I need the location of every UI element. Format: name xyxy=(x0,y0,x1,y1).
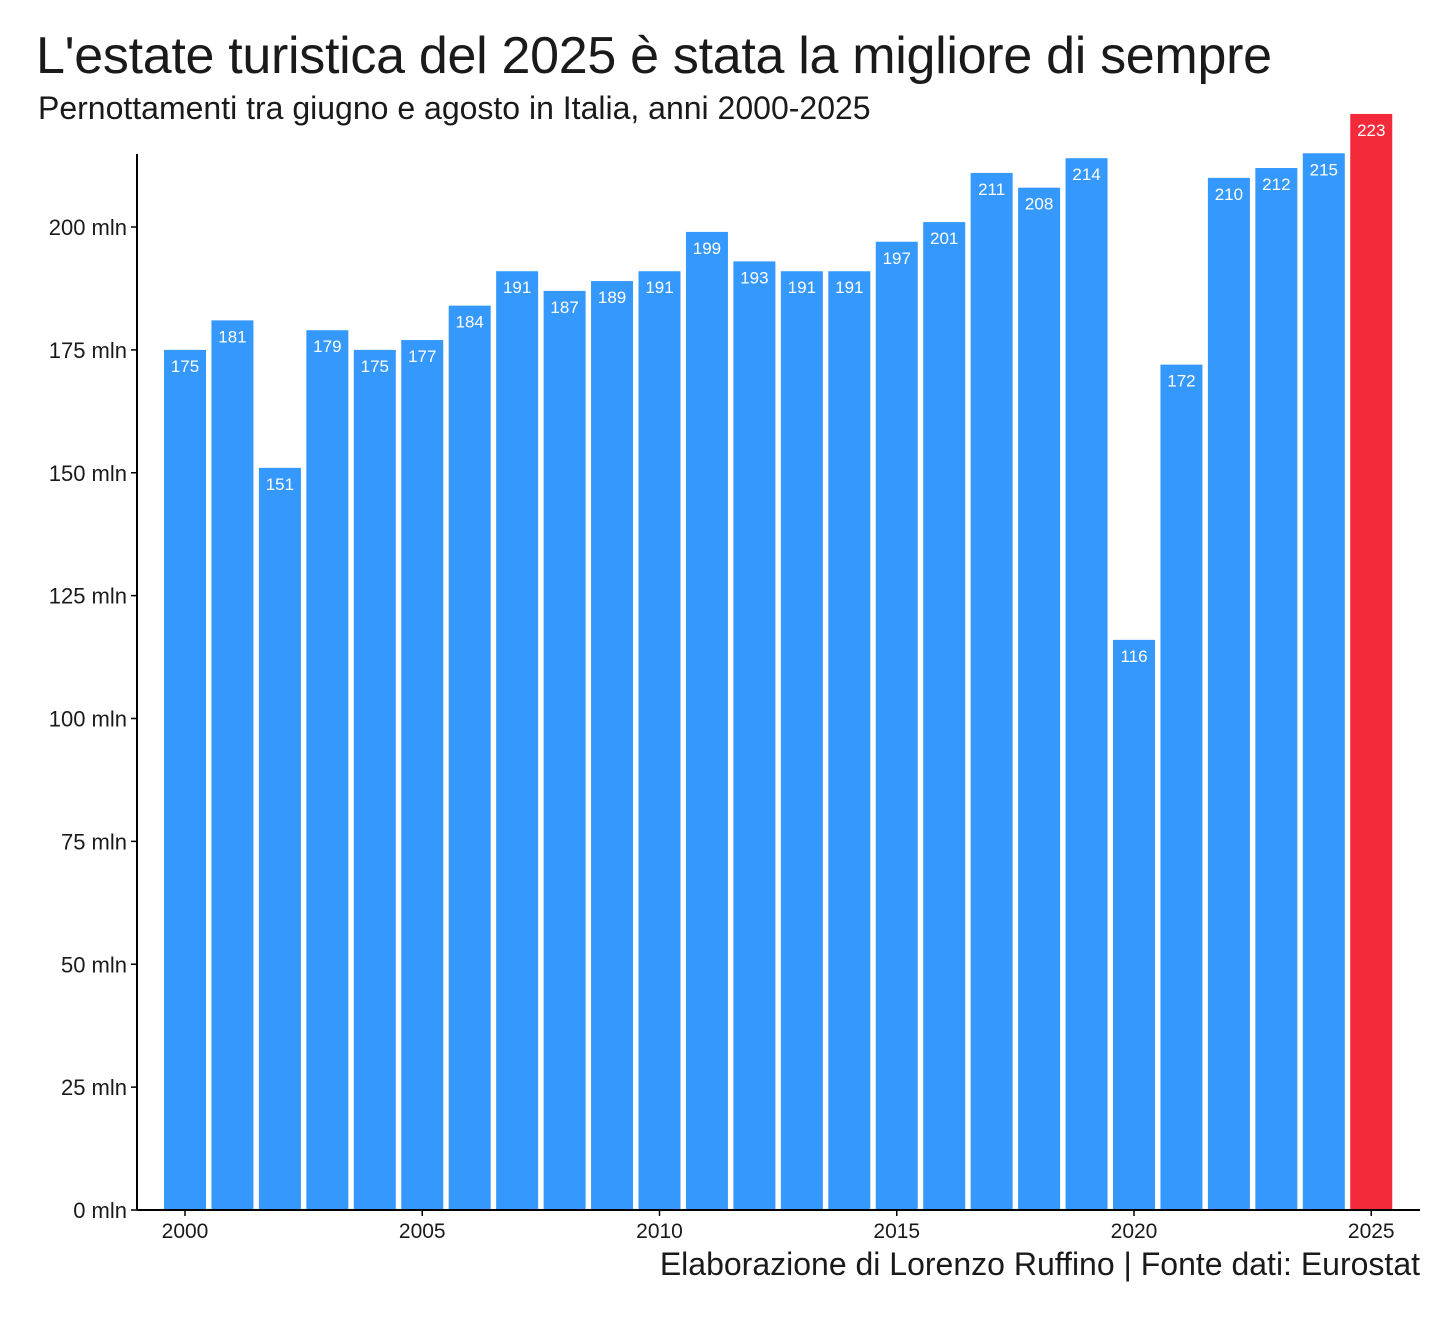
source-caption: Elaborazione di Lorenzo Ruffino | Fonte … xyxy=(659,1246,1420,1282)
bar-2015 xyxy=(875,241,918,1210)
bar-2012 xyxy=(733,261,776,1210)
value-label-2009: 189 xyxy=(598,288,626,307)
y-tick-label: 75 mln xyxy=(61,829,127,854)
bar-2000 xyxy=(164,349,206,1211)
bar-2024 xyxy=(1302,153,1345,1210)
y-tick-label: 100 mln xyxy=(49,707,127,732)
bar-2001 xyxy=(211,320,254,1210)
bars-group xyxy=(164,113,1393,1211)
value-label-2006: 184 xyxy=(456,313,484,332)
y-tick-label: 200 mln xyxy=(49,215,127,240)
bar-2023 xyxy=(1255,168,1298,1210)
bar-2008 xyxy=(543,290,586,1210)
value-label-2024: 215 xyxy=(1310,160,1338,179)
value-label-2010: 191 xyxy=(645,278,673,297)
y-tick-label: 175 mln xyxy=(49,338,127,363)
bar-2022 xyxy=(1207,177,1250,1211)
bar-2009 xyxy=(591,281,634,1210)
bar-2010 xyxy=(638,271,681,1210)
chart-subtitle: Pernottamenti tra giugno e agosto in Ita… xyxy=(38,90,871,126)
x-tick-label: 2000 xyxy=(162,1220,209,1243)
value-label-2025: 223 xyxy=(1357,121,1385,140)
bar-2007 xyxy=(496,271,539,1210)
value-label-2000: 175 xyxy=(171,357,199,376)
y-tick-label: 50 mln xyxy=(61,952,127,977)
x-axis: 2000 2005 2010 2015 2020 2025 xyxy=(137,1209,1420,1243)
value-label-2005: 177 xyxy=(408,347,436,366)
value-label-2002: 151 xyxy=(266,475,294,494)
bar-2019 xyxy=(1065,158,1108,1211)
bar-2014 xyxy=(828,271,871,1210)
value-label-2019: 214 xyxy=(1072,165,1100,184)
chart-title: L'estate turistica del 2025 è stata la m… xyxy=(36,27,1272,85)
value-label-2018: 208 xyxy=(1025,195,1053,214)
x-tick-label: 2010 xyxy=(636,1220,683,1243)
bar-2020 xyxy=(1113,639,1155,1210)
value-label-2003: 179 xyxy=(313,337,341,356)
value-label-2022: 210 xyxy=(1215,185,1243,204)
bar-2018 xyxy=(1018,187,1061,1210)
y-tick-label: 125 mln xyxy=(49,584,127,609)
x-tick-label: 2020 xyxy=(1111,1220,1158,1243)
value-label-2012: 193 xyxy=(740,268,768,287)
bar-2006 xyxy=(448,305,491,1210)
value-label-2020: 116 xyxy=(1120,647,1147,666)
value-label-2004: 175 xyxy=(361,357,389,376)
value-labels-group: 175 181 151 179 175 177 184 191 187 189 191 199 193 1… xyxy=(171,121,1386,666)
value-label-2011: 199 xyxy=(693,239,721,258)
x-tick-label: 2005 xyxy=(399,1220,446,1243)
x-tick-label: 2015 xyxy=(873,1220,920,1243)
bar-2005 xyxy=(401,340,444,1210)
bar-2016 xyxy=(923,222,966,1211)
bar-2025 xyxy=(1350,113,1393,1211)
y-tick-label: 25 mln xyxy=(61,1075,127,1100)
y-tick-label: 0 mln xyxy=(73,1198,127,1223)
value-label-2023: 212 xyxy=(1262,175,1290,194)
bar-2017 xyxy=(970,172,1013,1211)
value-label-2013: 191 xyxy=(788,278,816,297)
y-tick-label: 150 mln xyxy=(49,461,127,486)
value-label-2007: 191 xyxy=(503,278,531,297)
bar-2021 xyxy=(1160,364,1203,1210)
y-axis: 0 mln 25 mln 50 mln 75 mln 100 mln 125 mln 150… xyxy=(49,154,138,1223)
value-label-2015: 197 xyxy=(883,249,911,268)
value-label-2014: 191 xyxy=(835,278,863,297)
bar-2013 xyxy=(780,271,823,1210)
bar-2002 xyxy=(258,467,301,1211)
bar-2003 xyxy=(306,330,349,1211)
value-label-2008: 187 xyxy=(550,298,578,317)
bar-2004 xyxy=(353,349,396,1211)
bar-2011 xyxy=(685,231,728,1210)
x-tick-label: 2025 xyxy=(1348,1220,1395,1243)
value-label-2001: 181 xyxy=(218,327,246,346)
value-label-2016: 201 xyxy=(930,229,958,248)
value-label-2021: 172 xyxy=(1167,372,1195,391)
value-label-2017: 211 xyxy=(978,180,1005,199)
